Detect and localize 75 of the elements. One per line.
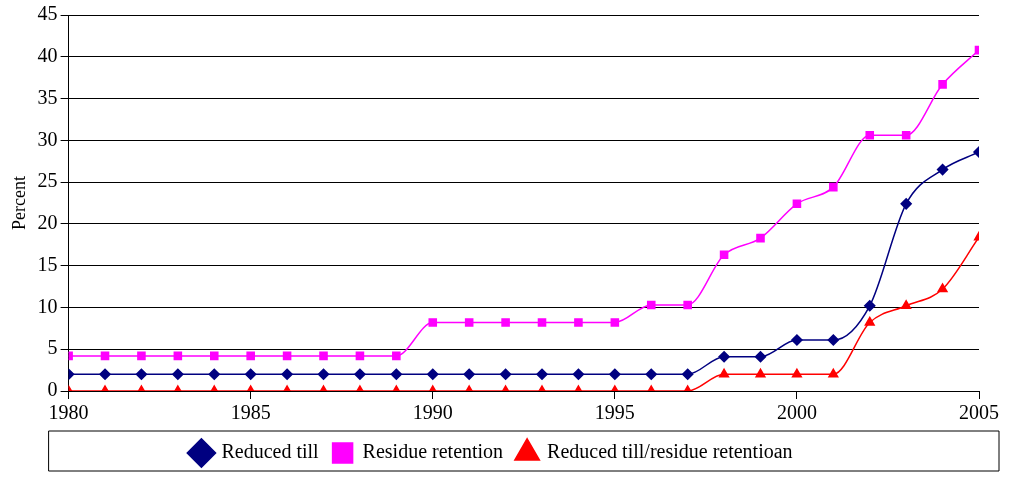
y-tick-label: 40	[37, 44, 58, 67]
point	[754, 350, 767, 363]
point	[791, 334, 803, 346]
point	[463, 368, 475, 381]
point	[719, 368, 730, 378]
point	[317, 368, 330, 381]
point	[499, 368, 512, 381]
point	[172, 368, 184, 381]
point	[428, 318, 438, 327]
point	[427, 368, 439, 381]
point	[137, 351, 146, 361]
point	[756, 233, 765, 243]
point	[99, 368, 111, 381]
point	[936, 163, 949, 176]
point	[864, 316, 875, 326]
point	[683, 300, 692, 310]
point	[354, 368, 366, 381]
point	[901, 131, 911, 140]
point	[173, 351, 183, 361]
point	[901, 300, 912, 310]
y-tick-label: 45	[37, 2, 58, 25]
legend-label: Reduced till	[221, 440, 320, 463]
point	[938, 80, 947, 89]
x-tick-label: 1990	[412, 401, 453, 424]
point	[208, 368, 221, 381]
point	[464, 318, 474, 327]
point	[282, 351, 292, 361]
y-tick-label: 30	[37, 127, 58, 150]
point	[827, 334, 840, 346]
point	[900, 198, 912, 210]
point	[610, 318, 620, 327]
point	[501, 318, 510, 327]
x-tick-label: 1980	[48, 401, 89, 424]
point	[319, 351, 328, 361]
point	[244, 368, 257, 381]
point	[718, 350, 730, 363]
point	[100, 351, 110, 361]
point	[355, 351, 365, 361]
x-tick-label: 1995	[594, 401, 635, 424]
y-tick-label: 35	[37, 85, 58, 108]
point	[937, 283, 948, 293]
x-tick-label: 2005	[959, 401, 999, 424]
point	[537, 318, 547, 327]
y-tick-label: 5	[47, 336, 58, 359]
point	[646, 300, 656, 310]
x-tick-label: 1985	[230, 401, 271, 424]
point	[829, 182, 838, 192]
point	[645, 368, 658, 381]
point	[209, 351, 219, 361]
point	[536, 368, 548, 381]
y-tick-label: 20	[37, 211, 58, 234]
point	[791, 368, 802, 378]
point	[719, 250, 729, 260]
point	[792, 199, 802, 209]
point	[135, 368, 148, 381]
point	[681, 368, 694, 381]
point	[390, 368, 403, 381]
point	[609, 368, 621, 381]
x-tick-label: 2000	[776, 401, 817, 424]
point	[574, 318, 583, 327]
y-tick-label: 0	[47, 378, 58, 401]
legend-label: Reduced till/residue retentioan	[547, 440, 793, 463]
y-tick-label: 15	[37, 252, 58, 275]
point	[864, 300, 876, 312]
point	[392, 351, 401, 361]
point	[281, 368, 293, 381]
point	[246, 351, 255, 361]
y-tick-label: 25	[37, 169, 58, 192]
point	[572, 368, 585, 381]
y-tick-label: 10	[37, 294, 58, 317]
point	[755, 368, 766, 378]
y-axis-title: Percent	[8, 176, 29, 230]
legend-label: Residue retention	[362, 440, 504, 463]
point	[828, 368, 839, 378]
point	[865, 131, 875, 140]
